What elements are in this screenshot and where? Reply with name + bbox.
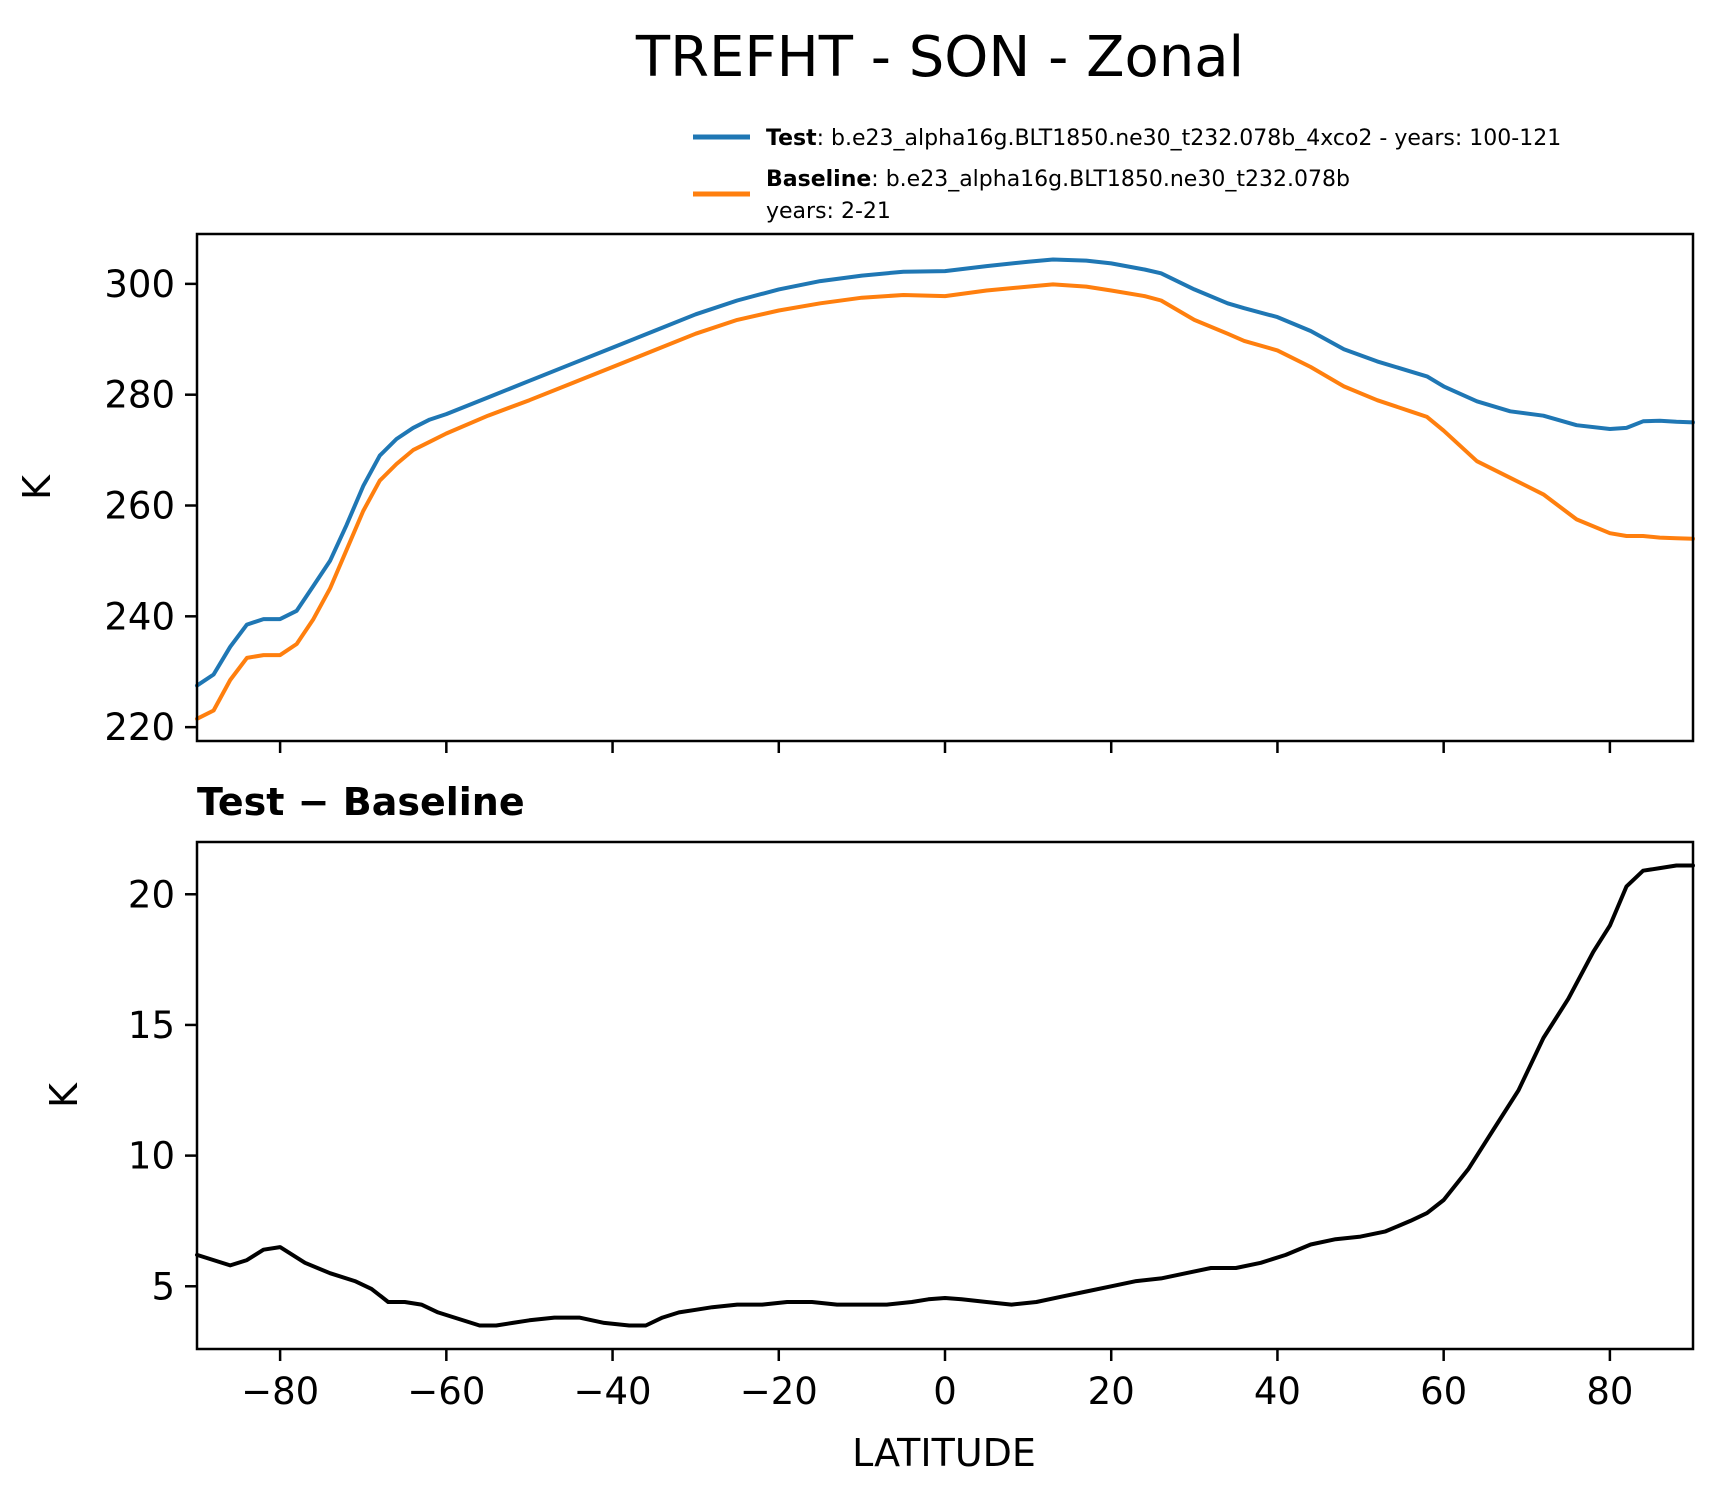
ytick-label: 220 xyxy=(104,706,175,749)
xtick-label: 0 xyxy=(933,1370,957,1413)
xtick-label: 20 xyxy=(1088,1370,1135,1413)
legend: Test: b.e23_alpha16g.BLT1850.ne30_t232.0… xyxy=(693,126,1561,224)
legend-test-bold: Test xyxy=(766,126,817,151)
ytick-label: 10 xyxy=(128,1135,175,1178)
chart-title: TREFHT - SON - Zonal xyxy=(635,25,1244,90)
series-line-baseline xyxy=(195,282,1695,721)
ytick-label: 5 xyxy=(151,1265,175,1308)
xtick-label: −40 xyxy=(574,1370,652,1413)
series-line-test xyxy=(195,257,1695,688)
bottom-panel-ylabel: K xyxy=(42,1082,86,1108)
top-panel-ylabel: K xyxy=(15,474,59,500)
ytick-label: 20 xyxy=(128,873,175,916)
ytick-label: 260 xyxy=(104,485,175,528)
legend-baseline-years: years: 2-21 xyxy=(766,199,891,224)
bottom-panel-ticks: −80 −60 −40 −20 0 20 40 60 80 5 10 15 20 xyxy=(128,873,1634,1413)
ytick-label: 280 xyxy=(104,374,175,417)
legend-baseline-text: b.e23_alpha16g.BLT1850.ne30_t232.078b xyxy=(886,167,1350,192)
xtick-label: −20 xyxy=(740,1370,818,1413)
legend-test-sep: : xyxy=(817,126,831,151)
top-panel-ticks: 220 240 260 280 300 xyxy=(104,263,1612,753)
xtick-label: −60 xyxy=(407,1370,485,1413)
bottom-panel-lines xyxy=(195,863,1695,1328)
xtick-label: 40 xyxy=(1254,1370,1301,1413)
xtick-label: −80 xyxy=(241,1370,319,1413)
top-panel-frame xyxy=(195,232,1695,743)
xtick-label: 60 xyxy=(1420,1370,1467,1413)
legend-baseline-sep: : xyxy=(871,167,885,192)
bottom-panel-title: Test − Baseline xyxy=(197,780,525,824)
legend-entry-baseline: Baseline: b.e23_alpha16g.BLT1850.ne30_t2… xyxy=(766,167,1350,192)
legend-test-text: b.e23_alpha16g.BLT1850.ne30_t232.078b_4x… xyxy=(831,126,1561,151)
top-panel: 220 240 260 280 300 K xyxy=(15,232,1695,753)
bottom-panel: −80 −60 −40 −20 0 20 40 60 80 5 10 15 20 K LATITUDE xyxy=(42,840,1695,1475)
legend-baseline-bold: Baseline xyxy=(766,167,871,192)
ytick-label: 240 xyxy=(104,595,175,638)
bottom-panel-frame xyxy=(195,840,1695,1351)
legend-entry-test: Test: b.e23_alpha16g.BLT1850.ne30_t232.0… xyxy=(766,126,1561,151)
ytick-label: 300 xyxy=(104,263,175,306)
series-line-test-baseline xyxy=(195,863,1695,1328)
bottom-panel-xlabel: LATITUDE xyxy=(852,1431,1036,1475)
top-panel-lines xyxy=(195,257,1695,721)
xtick-label: 80 xyxy=(1586,1370,1633,1413)
ytick-label: 15 xyxy=(128,1004,175,1047)
